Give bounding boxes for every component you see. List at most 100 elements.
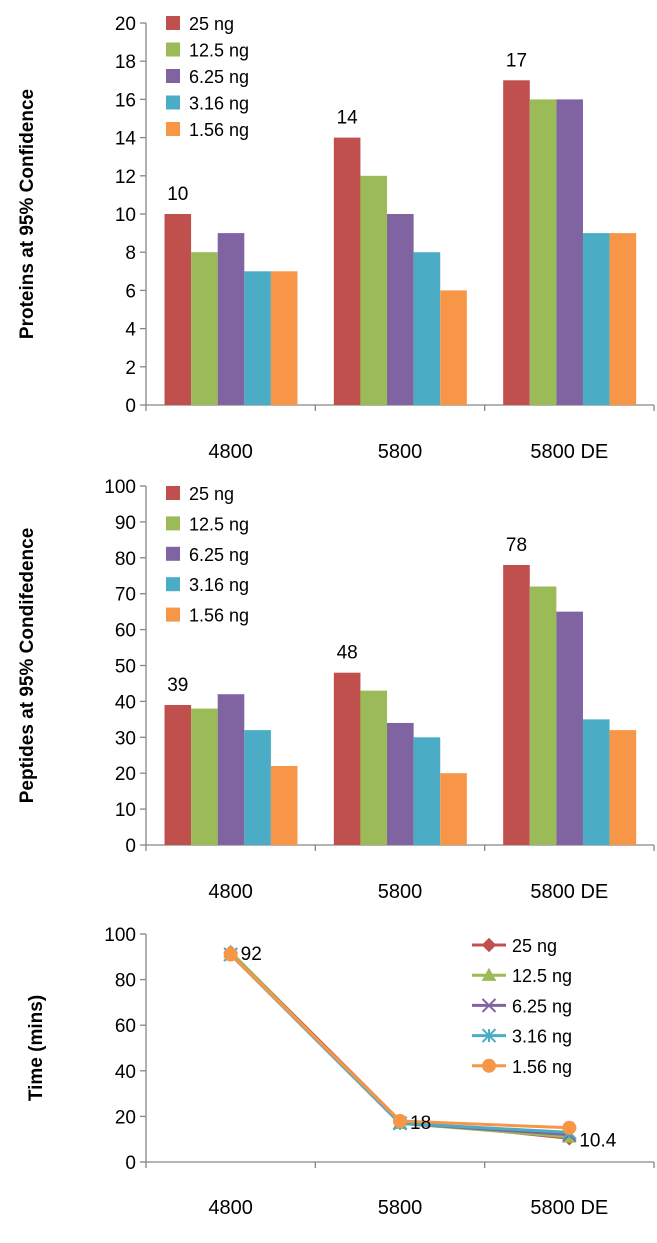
y-tick-label: 30 xyxy=(115,728,136,749)
x-tick-label: 4800 xyxy=(208,441,253,463)
legend-swatch xyxy=(166,69,180,83)
y-tick-label: 8 xyxy=(125,243,136,264)
data-label: 10 xyxy=(167,184,188,205)
bar xyxy=(503,564,530,845)
legend-label: 6.25 ng xyxy=(189,545,249,565)
x-tick-label: 5800 xyxy=(378,1197,423,1219)
y-tick-label: 14 xyxy=(115,129,137,150)
legend-label: 3.16 ng xyxy=(189,94,249,114)
proteins-bar-chart: 0 2 4 6 8 10 12 14 16 18 20 Proteins at 95% Confide… xyxy=(17,14,655,463)
x-tick-label: 5800 DE xyxy=(530,441,608,463)
y-tick-label: 16 xyxy=(115,90,136,111)
data-label: 10.4 xyxy=(579,1130,616,1151)
y-tick-label: 20 xyxy=(115,764,136,785)
legend-label: 6.25 ng xyxy=(189,67,249,87)
legend-label: 12.5 ng xyxy=(189,41,249,61)
bar xyxy=(556,99,583,406)
y-tick-label: 20 xyxy=(115,14,136,35)
y-tick-label: 10 xyxy=(115,800,136,821)
legend-label: 25 ng xyxy=(189,484,234,504)
legend-swatch xyxy=(166,486,180,500)
x-tick-label: 5800 xyxy=(378,441,423,463)
y-tick-label: 6 xyxy=(125,281,136,302)
bar xyxy=(164,214,192,405)
data-point xyxy=(223,947,238,962)
y-tick-label: 50 xyxy=(115,657,136,678)
y-tick-label: 40 xyxy=(115,1062,136,1083)
legend-swatch xyxy=(166,546,180,561)
bar xyxy=(582,233,610,405)
legend-swatch xyxy=(166,95,180,110)
bar xyxy=(413,737,441,845)
data-label: 78 xyxy=(506,535,527,556)
bar xyxy=(556,611,583,845)
legend-label: 1.56 ng xyxy=(189,606,249,626)
y-tick-label: 2 xyxy=(125,358,136,379)
y-tick-label: 18 xyxy=(115,52,136,73)
bar xyxy=(333,672,361,845)
y-tick-label: 60 xyxy=(115,1016,136,1037)
bar xyxy=(191,708,218,845)
y-tick-label: 70 xyxy=(115,585,136,606)
y-tick-label: 100 xyxy=(104,925,136,946)
y-tick-label: 60 xyxy=(115,621,136,642)
bar xyxy=(360,690,388,845)
legend-label: 3.16 ng xyxy=(512,1027,572,1047)
y-tick-label: 90 xyxy=(115,513,136,534)
bar xyxy=(440,290,467,405)
data-point xyxy=(393,1113,407,1128)
bar xyxy=(244,271,271,405)
y-tick-label: 12 xyxy=(115,167,136,188)
legend-label: 3.16 ng xyxy=(189,575,249,595)
bar xyxy=(270,766,298,845)
legend-swatch xyxy=(166,577,180,592)
time-line-chart: 0 20 40 60 80 100 Time (mins) 4800 5800 5800 DE 92… xyxy=(26,925,655,1219)
bar xyxy=(217,233,245,405)
bar xyxy=(270,271,298,405)
legend-label: 12.5 ng xyxy=(189,514,249,534)
bar xyxy=(217,694,245,845)
bar xyxy=(503,80,530,406)
y-tick-label: 4 xyxy=(125,320,136,341)
peptides-bar-chart: 0 10 20 30 40 50 60 70 80 90 100 Peptides at 95% Co… xyxy=(17,477,655,903)
bar xyxy=(360,175,388,405)
y-tick-label: 0 xyxy=(125,836,136,857)
legend-swatch xyxy=(166,607,180,622)
y-axis-title: Proteins at 95% Confidence xyxy=(17,89,38,339)
data-point xyxy=(562,1120,577,1135)
legend-marker xyxy=(482,1058,496,1073)
legend-marker xyxy=(481,967,497,981)
x-tick-label: 5800 DE xyxy=(530,881,608,903)
legend-label: 25 ng xyxy=(512,936,557,956)
data-label: 92 xyxy=(241,944,262,965)
bar xyxy=(413,252,441,405)
bar xyxy=(244,730,271,845)
legend-swatch xyxy=(166,16,180,30)
bar xyxy=(529,586,557,845)
data-label: 48 xyxy=(337,643,358,664)
bar xyxy=(333,137,361,405)
data-label: 14 xyxy=(337,108,359,129)
legend-marker xyxy=(481,1028,497,1043)
legend-label: 12.5 ng xyxy=(512,966,572,986)
legend-label: 1.56 ng xyxy=(189,120,249,140)
x-tick-label: 4800 xyxy=(208,881,253,903)
x-tick-label: 5800 DE xyxy=(530,1197,608,1219)
bar xyxy=(609,233,637,405)
y-axis-title: Peptides at 95% Condifedence xyxy=(17,528,38,804)
x-tick-label: 5800 xyxy=(378,881,423,903)
legend-swatch xyxy=(166,516,180,531)
legend-label: 6.25 ng xyxy=(512,996,572,1016)
y-tick-label: 80 xyxy=(115,971,136,992)
legend-label: 1.56 ng xyxy=(512,1057,572,1077)
legend-swatch xyxy=(166,42,180,57)
legend-label: 25 ng xyxy=(189,14,234,34)
bar xyxy=(387,722,414,845)
y-tick-label: 100 xyxy=(104,477,136,498)
data-label: 39 xyxy=(167,675,188,696)
bar xyxy=(191,252,218,405)
y-tick-label: 40 xyxy=(115,692,136,713)
legend-marker xyxy=(481,998,497,1013)
bar xyxy=(387,214,414,405)
